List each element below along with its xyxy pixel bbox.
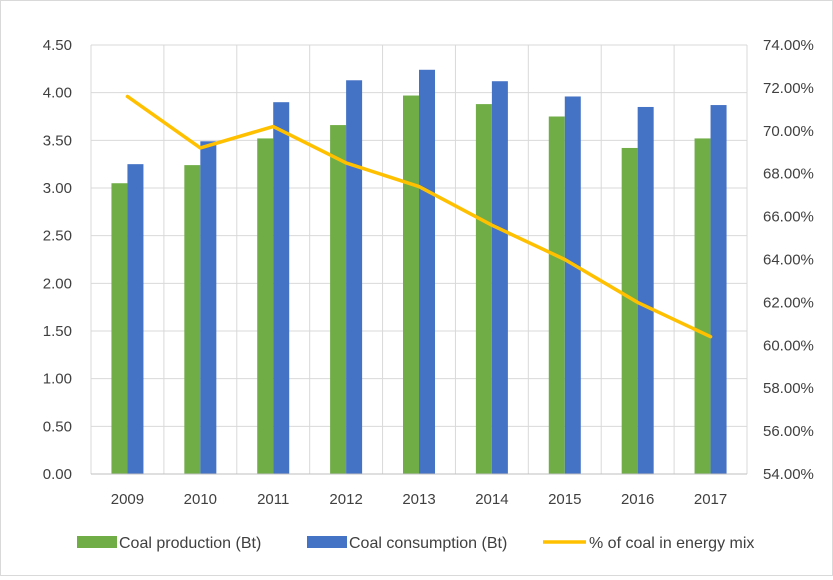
bar-coal-consumption — [638, 107, 654, 474]
bar-coal-consumption — [711, 105, 727, 474]
x-axis-tick-label: 2013 — [402, 491, 435, 508]
bar-coal-consumption — [492, 81, 508, 474]
y2-axis-tick-label: 54.00% — [763, 466, 814, 483]
y-axis-tick-label: 4.50 — [43, 37, 72, 54]
legend: Coal production (Bt) Coal consumption (Bt… — [77, 535, 754, 552]
x-axis-tick-label: 2015 — [548, 491, 581, 508]
y2-axis-tick-label: 72.00% — [763, 80, 814, 97]
legend-swatch — [77, 536, 117, 548]
bar-coal-consumption — [565, 96, 581, 474]
bars — [111, 70, 726, 474]
y2-axis-tick-label: 66.00% — [763, 209, 814, 226]
bar-coal-consumption — [273, 102, 289, 474]
y2-axis-tick-label: 58.00% — [763, 380, 814, 397]
y2-axis-tick-label: 60.00% — [763, 337, 814, 354]
y2-axis-tick-label: 62.00% — [763, 294, 814, 311]
bar-coal-production — [695, 138, 711, 474]
bar-coal-production — [184, 165, 200, 474]
y-axis-tick-label: 2.50 — [43, 228, 72, 245]
y-axis-tick-label: 3.50 — [43, 132, 72, 149]
bar-coal-production — [549, 117, 565, 475]
bar-coal-production — [257, 138, 273, 474]
bar-coal-consumption — [200, 141, 216, 474]
y2-axis-tick-label: 70.00% — [763, 123, 814, 140]
y2-axis-tick-label: 68.00% — [763, 166, 814, 183]
legend-label: Coal consumption (Bt) — [349, 535, 507, 552]
bar-coal-production — [111, 183, 127, 474]
x-axis-tick-label: 2012 — [329, 491, 362, 508]
y-axis-tick-label: 1.50 — [43, 323, 72, 340]
bar-coal-production — [622, 148, 638, 474]
y2-axis-tick-label: 74.00% — [763, 37, 814, 54]
bar-coal-production — [476, 104, 492, 474]
y-axis-tick-label: 0.00 — [43, 466, 72, 483]
y-axis-tick-label: 2.00 — [43, 275, 72, 292]
y2-axis-tick-label: 56.00% — [763, 423, 814, 440]
y-axis-tick-label: 3.00 — [43, 180, 72, 197]
bar-coal-consumption — [346, 80, 362, 474]
y-axis-tick-label: 4.00 — [43, 85, 72, 102]
x-axis-tick-label: 2016 — [621, 491, 654, 508]
x-axis-tick-label: 2011 — [257, 491, 289, 508]
bar-coal-production — [330, 125, 346, 474]
y-axis-tick-label: 0.50 — [43, 418, 72, 435]
y-axis-tick-label: 1.00 — [43, 371, 72, 388]
bar-coal-consumption — [419, 70, 435, 474]
x-axis-tick-label: 2017 — [694, 491, 727, 508]
legend-label: Coal production (Bt) — [119, 535, 261, 552]
x-axis-tick-label: 2014 — [475, 491, 508, 508]
y2-axis-tick-label: 64.00% — [763, 252, 814, 269]
x-axis-tick-label: 2009 — [111, 491, 144, 508]
legend-swatch — [307, 536, 347, 548]
x-axis-tick-label: 2010 — [184, 491, 217, 508]
legend-label: % of coal in energy mix — [589, 535, 754, 552]
bar-coal-consumption — [127, 164, 143, 474]
bar-coal-production — [403, 96, 419, 474]
